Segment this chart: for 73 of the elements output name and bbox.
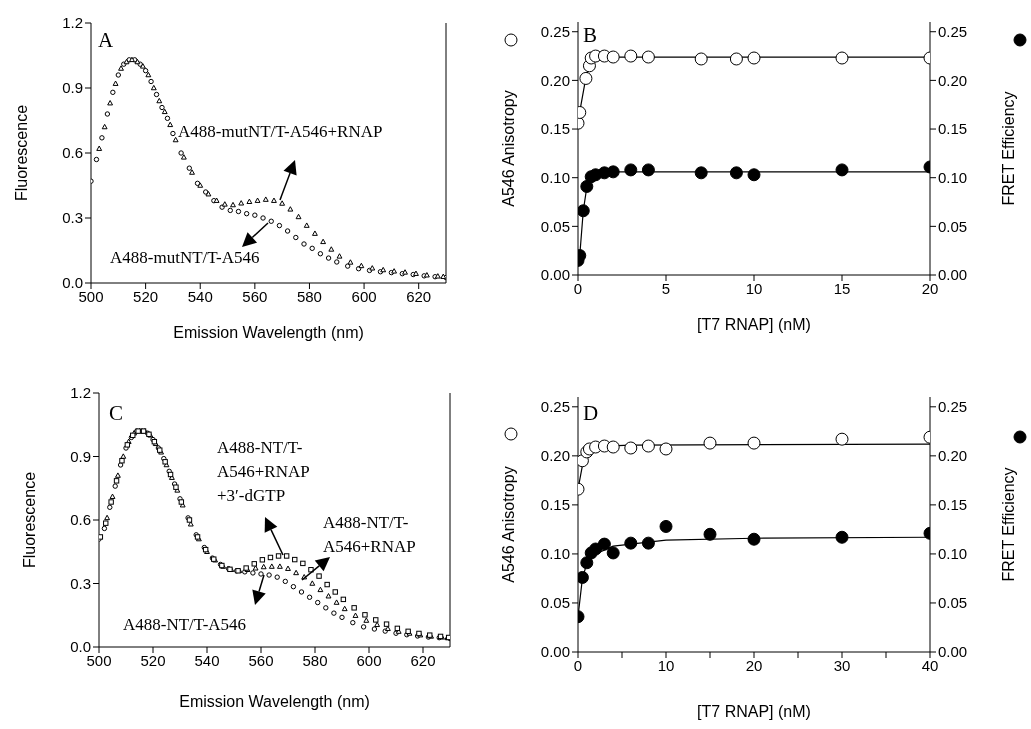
y2-tick-label: 0.05 [938, 594, 968, 612]
y-tick-label: 0.9 [70, 447, 91, 465]
y2-tick-label: 0.05 [938, 217, 968, 235]
x-tick-label: 15 [833, 279, 851, 297]
y2-tick-label: 0.10 [938, 545, 968, 563]
y-axis-title: Fluorescence [12, 104, 30, 202]
x-tick-label: 580 [296, 287, 322, 305]
annotation: A [98, 28, 114, 52]
y-tick-label: 1.2 [62, 14, 83, 32]
x-tick-label: 600 [356, 651, 382, 669]
y-tick-label: 0.25 [540, 23, 570, 41]
x-tick-label: 0 [573, 656, 583, 674]
annotation: A488-NT/T- A546+RNAP +3′-dGTP [217, 438, 310, 505]
x-tick-label: 10 [657, 656, 675, 674]
annotation: B [583, 23, 598, 47]
annotation: A488-mutNT/T-A546 [110, 248, 260, 267]
y-tick-label: 1.2 [70, 384, 91, 402]
x-tick-label: 20 [921, 279, 939, 297]
x-tick-label: 540 [194, 651, 220, 669]
x-axis-title: Emission Wavelength (nm) [179, 693, 370, 710]
x-tick-label: 520 [133, 287, 159, 305]
x-tick-label: 560 [242, 287, 268, 305]
annotation: D [583, 401, 599, 425]
y2-axis-title: FRET Efficiency [999, 91, 1017, 206]
x-tick-label: 520 [140, 651, 166, 669]
x-tick-label: 40 [921, 656, 939, 674]
x-tick-label: 10 [745, 279, 763, 297]
y-tick-label: 0.05 [540, 217, 570, 235]
y2-axis-title: FRET Efficiency [999, 467, 1017, 582]
x-tick-label: 20 [745, 656, 763, 674]
x-axis-title: [T7 RNAP] (nM) [697, 703, 811, 720]
y-axis-title: A546 Anisotropy [499, 90, 517, 207]
x-tick-label: 580 [302, 651, 328, 669]
y2-tick-label: 0.25 [938, 398, 968, 416]
y-tick-label: 0.05 [540, 594, 570, 612]
y-tick-label: 0.00 [540, 643, 570, 661]
y-tick-label: 0.15 [540, 496, 570, 514]
x-axis-title: Emission Wavelength (nm) [173, 324, 364, 341]
y-tick-label: 0.20 [540, 71, 570, 89]
x-tick-label: 620 [410, 651, 436, 669]
y-tick-label: 0.3 [62, 209, 83, 227]
y-tick-label: 0.00 [540, 266, 570, 284]
y2-tick-label: 0.25 [938, 23, 968, 41]
y-tick-label: 0.25 [540, 398, 570, 416]
y-tick-label: 0.15 [540, 120, 570, 138]
y-tick-label: 0.6 [62, 144, 83, 162]
x-tick-label: 5 [661, 279, 671, 297]
x-tick-label: 600 [351, 287, 377, 305]
x-axis-title: [T7 RNAP] (nM) [697, 316, 811, 333]
y-tick-label: 0.9 [62, 79, 83, 97]
y-tick-label: 0.3 [70, 574, 91, 592]
x-tick-label: 0 [573, 279, 583, 297]
y2-tick-label: 0.00 [938, 643, 968, 661]
y-tick-label: 0.20 [540, 447, 570, 465]
y2-tick-label: 0.00 [938, 266, 968, 284]
x-tick-label: 560 [248, 651, 274, 669]
x-tick-label: 620 [406, 287, 432, 305]
y-axis-title: A546 Anisotropy [499, 466, 517, 583]
y2-tick-label: 0.10 [938, 169, 968, 187]
y-tick-label: 0.10 [540, 545, 570, 563]
annotation: C [109, 401, 124, 425]
y2-tick-label: 0.20 [938, 447, 968, 465]
annotation: A488-NT/T-A546 [123, 615, 247, 634]
y2-tick-label: 0.20 [938, 71, 968, 89]
y-axis-title: Fluorescence [20, 471, 38, 569]
y2-tick-label: 0.15 [938, 496, 968, 514]
y-tick-label: 0.6 [70, 511, 91, 529]
annotation: A488-mutNT/T-A546+RNAP [178, 122, 383, 141]
y-tick-label: 0.10 [540, 169, 570, 187]
x-tick-label: 540 [187, 287, 213, 305]
annotation: A488-NT/T- A546+RNAP [323, 513, 416, 556]
y2-tick-label: 0.15 [938, 120, 968, 138]
x-tick-label: 30 [833, 656, 851, 674]
